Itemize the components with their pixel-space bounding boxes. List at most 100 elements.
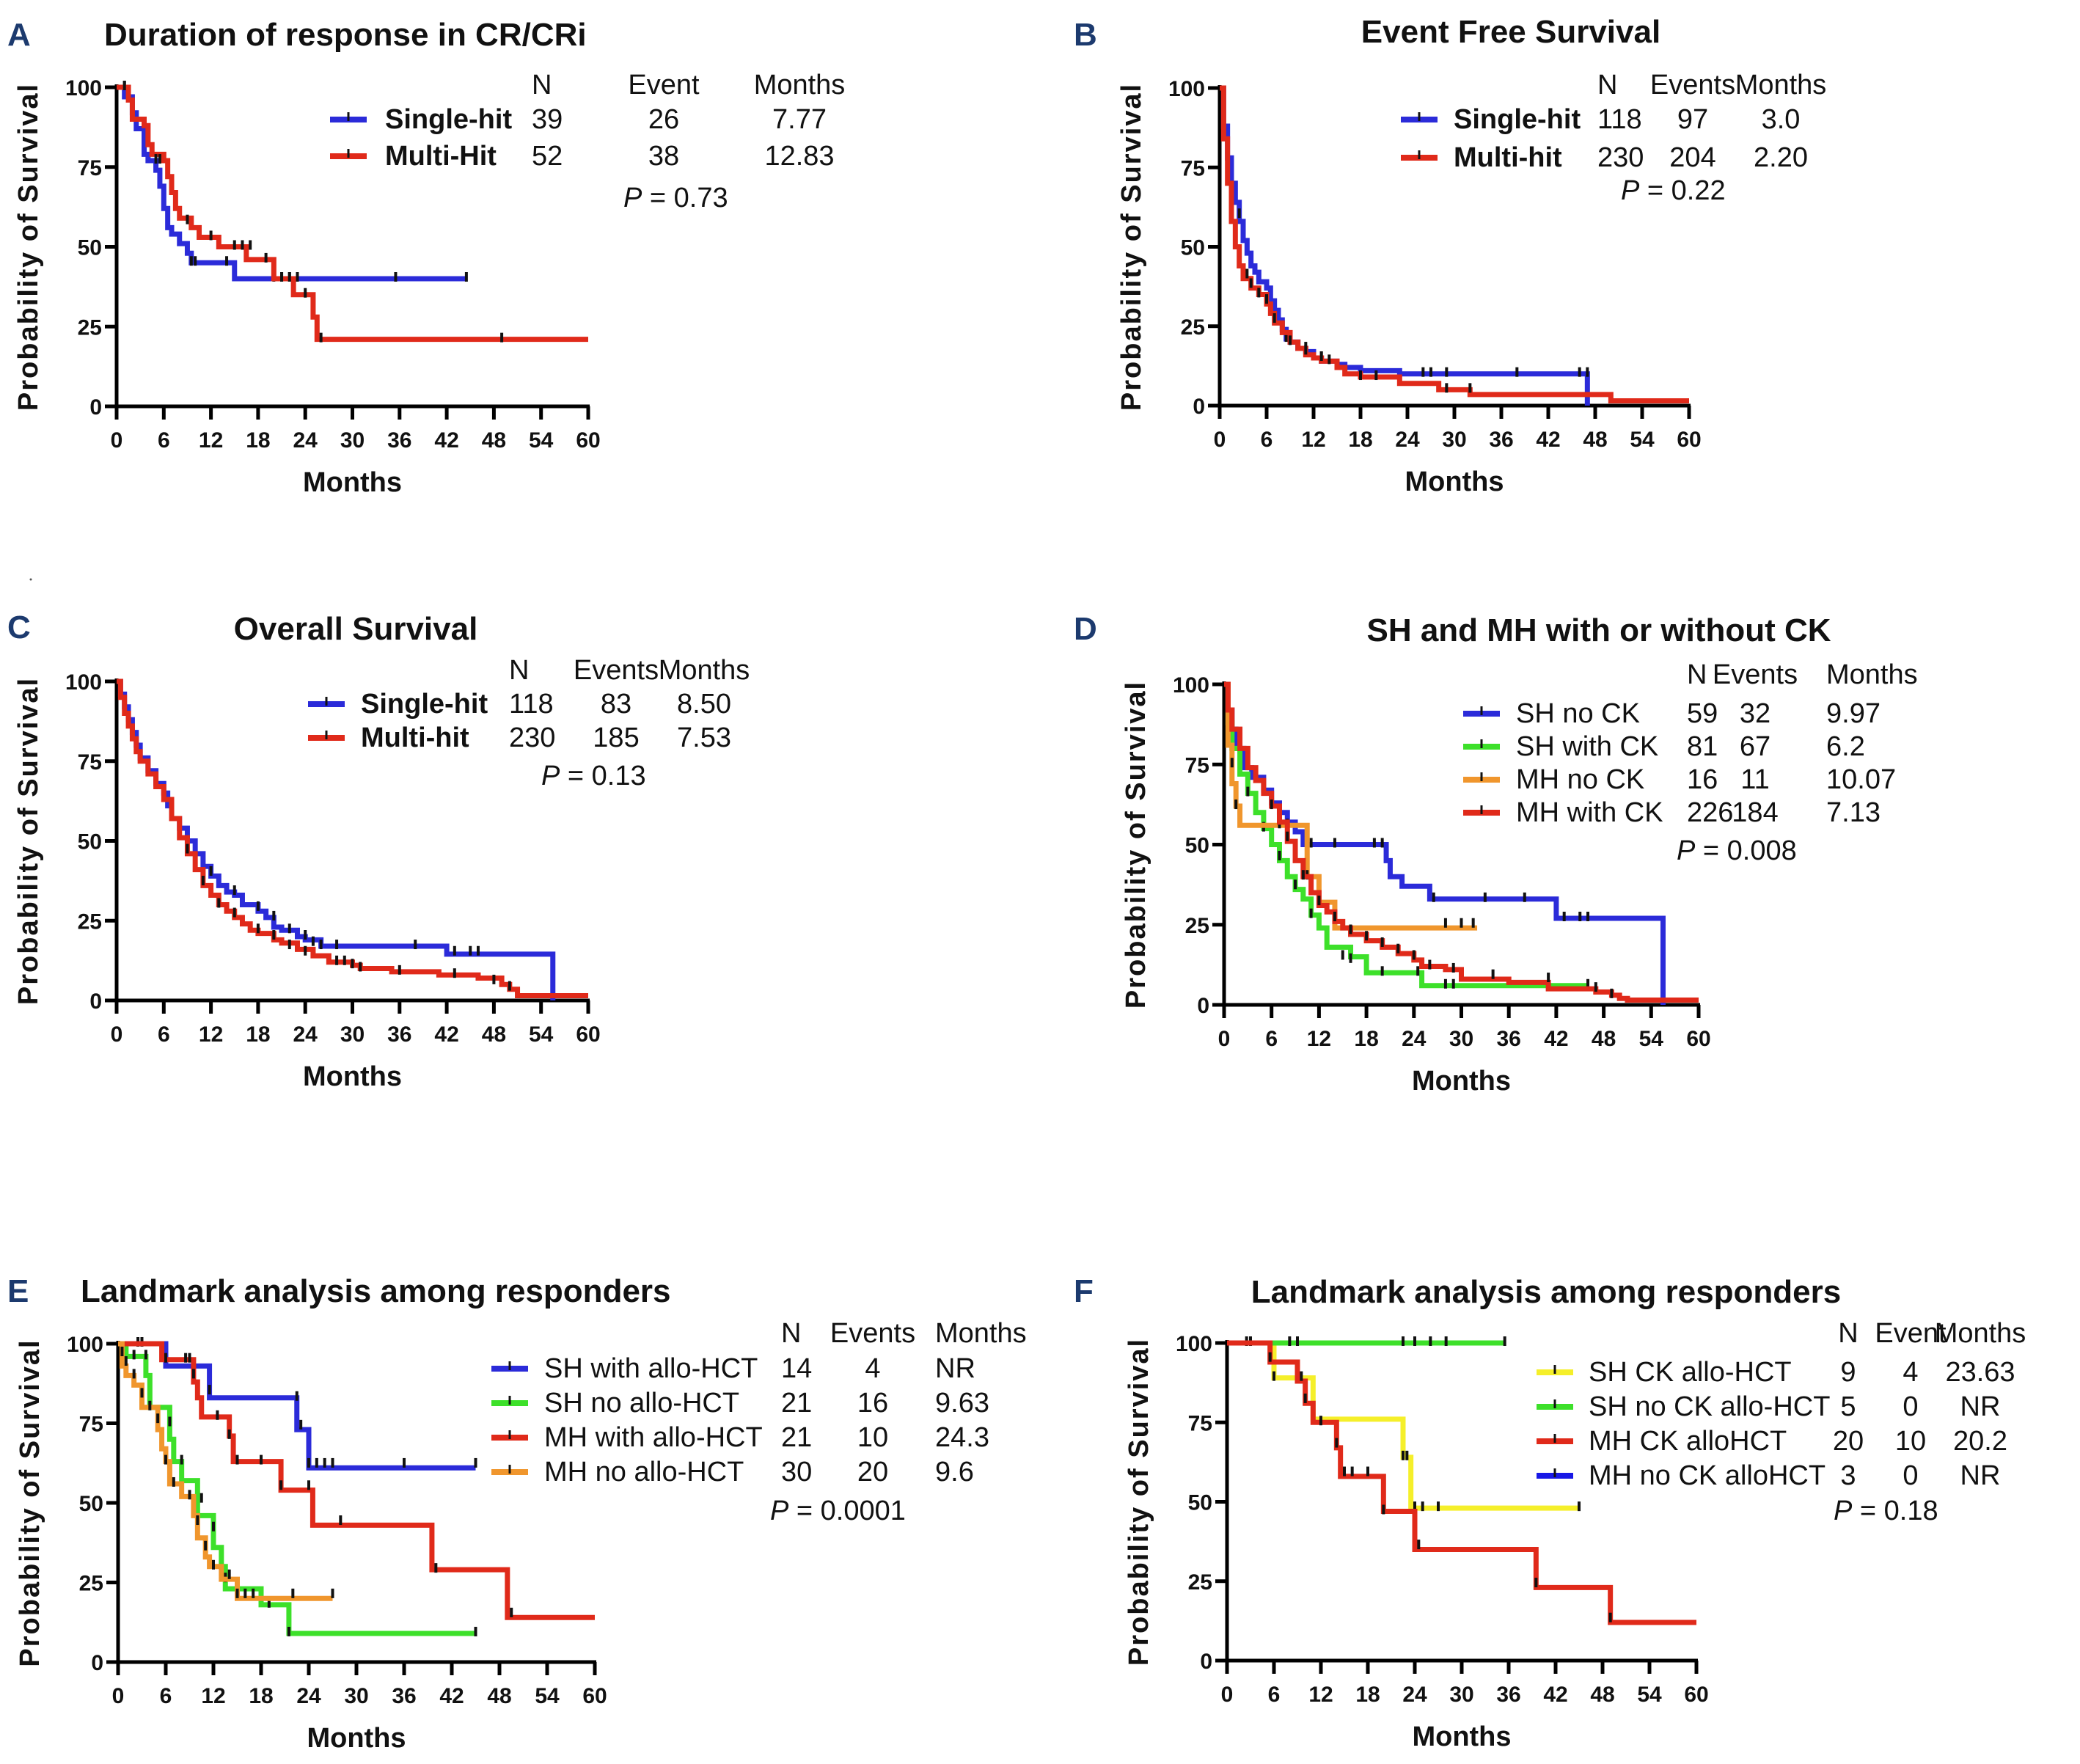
legend-row: Multi-Hit 52 38 12.83 xyxy=(330,141,835,172)
p-value: P = 0.008 xyxy=(1677,835,1797,866)
legend-row: Multi-hit 230 185 7.53 xyxy=(308,722,731,753)
x-tick-label: 0 xyxy=(1218,1027,1231,1051)
table-n: 21 xyxy=(781,1422,812,1453)
legend-label: MH CK alloHCT xyxy=(1589,1426,1787,1457)
y-tick-label: 100 xyxy=(1176,1332,1212,1356)
y-tick-label: 75 xyxy=(79,1413,103,1437)
chart-title: SH and MH with or without CK xyxy=(1366,612,1831,648)
p-value: P = 0.13 xyxy=(541,761,646,791)
x-axis-label: Months xyxy=(1412,1721,1511,1752)
table-events: 185 xyxy=(593,722,639,753)
chart-title: Duration of response in CR/CRi xyxy=(104,17,587,53)
survival-curve xyxy=(1224,681,1589,989)
x-tick-label: 60 xyxy=(1677,428,1701,452)
y-tick-label: 25 xyxy=(78,315,102,340)
x-tick-label: 6 xyxy=(1261,428,1273,452)
y-axis-label: Probability of Survival xyxy=(1124,1338,1154,1666)
survival-curve xyxy=(118,1341,333,1601)
table-header: Events xyxy=(1713,659,1798,690)
y-tick-label: 100 xyxy=(1168,77,1205,101)
table-months: 23.63 xyxy=(1945,1357,2015,1388)
x-tick-label: 18 xyxy=(246,428,270,453)
table-months: 6.2 xyxy=(1826,731,1865,762)
legend-label: Single-hit xyxy=(1454,104,1581,135)
legend-label: MH no allo-HCT xyxy=(544,1457,744,1487)
p-label: P xyxy=(1677,835,1696,866)
table-header: Events xyxy=(574,655,659,686)
table-n: 21 xyxy=(781,1388,812,1419)
legend-row: MH no allo-HCT 30 20 9.6 xyxy=(491,1457,974,1487)
x-tick-label: 48 xyxy=(1583,428,1607,452)
axes: 0 25 50 75 100 0 6 12 18 24 30 36 42 48 54 60 xyxy=(1168,77,1702,452)
x-tick-label: 48 xyxy=(1590,1683,1614,1707)
survival-curve xyxy=(1227,1340,1579,1511)
table-n: 5 xyxy=(1840,1391,1856,1422)
series-mh-no-allo-hct xyxy=(118,1341,334,1601)
axes: 0 25 50 75 100 0 6 12 18 24 30 36 42 48 54 60 xyxy=(67,1333,607,1708)
table-months: NR xyxy=(935,1353,975,1384)
y-axis-label: Probability of Survival xyxy=(1116,83,1147,411)
y-tick-label: 50 xyxy=(78,236,102,260)
table-months: 10.07 xyxy=(1826,764,1896,795)
x-tick-label: 42 xyxy=(1536,428,1560,452)
series-sh-with-ck xyxy=(1224,681,1590,989)
x-tick-label: 60 xyxy=(576,428,600,453)
x-axis-label: Months xyxy=(1405,466,1504,497)
x-tick-label: 60 xyxy=(1686,1027,1710,1051)
x-tick-label: 24 xyxy=(1402,1683,1427,1707)
x-tick-label: 42 xyxy=(1543,1683,1567,1707)
legend-row: MH with allo-HCT 21 10 24.3 xyxy=(491,1422,989,1453)
axes: 0 25 50 75 100 0 6 12 18 24 30 36 42 48 54 60 xyxy=(1176,1332,1709,1707)
table-months: 9.97 xyxy=(1826,698,1881,729)
x-tick-label: 42 xyxy=(434,1022,458,1047)
y-tick-label: 25 xyxy=(1188,1570,1212,1595)
legend-row: Multi-hit 230 204 2.20 xyxy=(1401,142,1808,173)
table-n: 81 xyxy=(1687,731,1718,762)
table-events: 204 xyxy=(1669,142,1715,173)
table-events: 184 xyxy=(1732,797,1778,828)
x-tick-label: 0 xyxy=(111,428,123,453)
p-value-text: = 0.008 xyxy=(1695,835,1796,866)
legend-label: Multi-hit xyxy=(361,722,469,753)
legend-row: SH with allo-HCT 14 4 NR xyxy=(491,1353,975,1384)
axes: 0 25 50 75 100 0 6 12 18 24 30 36 42 48 54 60 xyxy=(65,670,601,1047)
legend-label: SH CK allo-HCT xyxy=(1589,1357,1792,1388)
y-tick-label: 100 xyxy=(65,76,102,100)
survival-curve xyxy=(1224,681,1699,1003)
x-tick-label: 0 xyxy=(112,1684,125,1708)
y-tick-label: 75 xyxy=(1185,753,1209,777)
x-tick-label: 36 xyxy=(1489,428,1513,452)
panel-b: B Event Free Survival 0 25 50 75 100 0 6 12 18 24 30… xyxy=(1074,14,1826,497)
table-events: 32 xyxy=(1740,698,1770,729)
table-header: Events xyxy=(830,1318,915,1349)
y-tick-label: 0 xyxy=(1200,1650,1212,1674)
survival-curve xyxy=(1224,681,1478,931)
table-header: Event xyxy=(628,70,700,100)
y-axis-label: Probability of Survival xyxy=(13,677,44,1005)
p-label: P xyxy=(541,761,560,791)
x-tick-label: 60 xyxy=(582,1684,607,1708)
panel-c: C Overall Survival 0 25 50 75 100 0 6 12 18 24 30 36 4… xyxy=(7,610,750,1092)
legend-row: SH no CK 59 32 9.97 xyxy=(1463,698,1881,729)
x-tick-label: 30 xyxy=(340,1022,365,1047)
y-tick-label: 100 xyxy=(67,1333,103,1357)
legend-label: SH no CK xyxy=(1516,698,1640,729)
y-axis-label: Probability of Survival xyxy=(13,83,44,411)
stray-dot xyxy=(29,578,32,581)
table-events: 67 xyxy=(1740,731,1770,762)
survival-curve xyxy=(1227,1340,1696,1625)
table-months: 3.0 xyxy=(1762,104,1801,135)
table-events: 4 xyxy=(865,1353,880,1384)
table-n: 3 xyxy=(1840,1460,1856,1491)
table-header: Months xyxy=(659,655,750,686)
panel-e: E Landmark analysis among responders 0 25 50… xyxy=(7,1273,1027,1754)
series-sh-no-ck-allo-hct xyxy=(1227,1336,1506,1346)
p-value-text: = 0.22 xyxy=(1639,175,1725,206)
series-mh-ck-allohct xyxy=(1227,1340,1696,1625)
table-months: 20.2 xyxy=(1953,1426,2007,1457)
x-tick-label: 0 xyxy=(1214,428,1226,452)
x-tick-label: 54 xyxy=(535,1684,560,1708)
table-events: 0 xyxy=(1903,1460,1918,1491)
table-header: N xyxy=(1597,70,1617,100)
